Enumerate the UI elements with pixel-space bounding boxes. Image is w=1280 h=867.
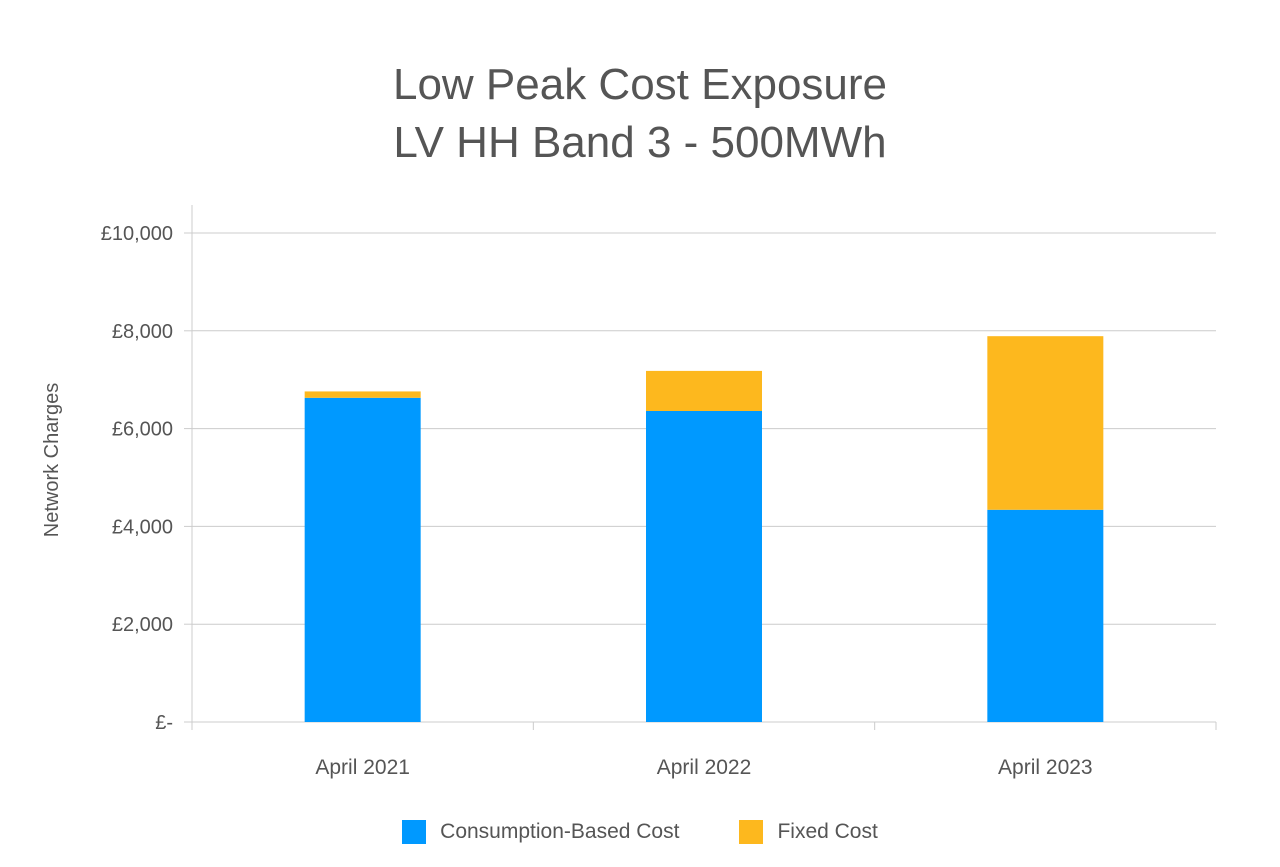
x-tick-labels: April 2021 April 2022 April 2023 xyxy=(315,756,1092,779)
bar-fixed xyxy=(304,391,421,398)
legend-swatch-fixed xyxy=(739,820,764,844)
y-tick-label: £- xyxy=(155,712,173,734)
bar-fixed xyxy=(646,370,762,411)
bar-consumption xyxy=(646,410,762,722)
chart-title-line-1: Low Peak Cost Exposure xyxy=(392,60,888,109)
legend-item-consumption: Consumption-Based Cost xyxy=(402,820,679,844)
chart-title: Low Peak Cost Exposure LV HH Band 3 - 50… xyxy=(0,56,1280,172)
x-tick-label: April 2023 xyxy=(998,756,1093,779)
legend-label-consumption: Consumption-Based Cost xyxy=(440,820,680,843)
chart-title-line-2: LV HH Band 3 - 500MWh xyxy=(393,118,887,167)
x-tick-label: April 2021 xyxy=(315,756,410,779)
legend-swatch-consumption xyxy=(402,820,427,844)
x-tick-label: April 2022 xyxy=(657,756,752,779)
y-tick-label: £6,000 xyxy=(112,419,173,441)
y-tick-label: £10,000 xyxy=(101,223,173,245)
y-axis-label: Network Charges xyxy=(41,383,63,538)
legend-item-fixed: Fixed Cost xyxy=(739,820,878,844)
y-tick-label: £4,000 xyxy=(112,516,173,538)
bars xyxy=(304,336,1104,722)
bar-consumption xyxy=(304,397,421,722)
y-tick-labels: £- £2,000 £4,000 £6,000 £8,000 £10,000 xyxy=(101,223,173,734)
legend-label-fixed: Fixed Cost xyxy=(777,820,878,843)
legend: Consumption-Based Cost Fixed Cost xyxy=(0,820,1280,844)
y-tick-label: £2,000 xyxy=(112,614,173,636)
y-tick-label: £8,000 xyxy=(112,321,173,343)
bar-fixed xyxy=(987,336,1104,510)
bar-consumption xyxy=(987,509,1104,722)
